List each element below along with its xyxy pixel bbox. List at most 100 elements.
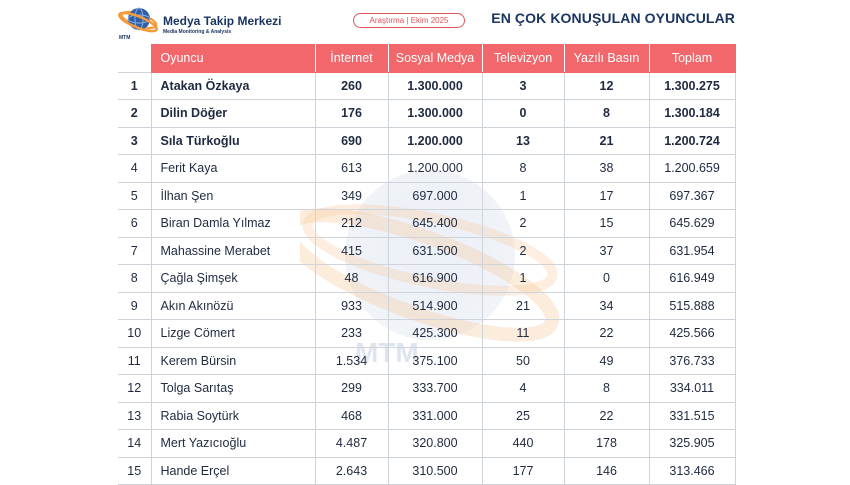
total-cell: 515.888 bbox=[648, 291, 736, 320]
print-press-cell: 8 bbox=[563, 374, 650, 403]
television-cell: 50 bbox=[481, 346, 565, 375]
print-press-cell: 34 bbox=[563, 291, 650, 320]
actor-name-cell: Dilin Döğer bbox=[150, 99, 316, 128]
table-row: 12 Tolga Sarıtaş 299 333.700 4 8 334.011 bbox=[118, 374, 736, 403]
print-press-cell: 21 bbox=[563, 126, 650, 155]
internet-cell: 933 bbox=[314, 291, 389, 320]
social-media-cell: 1.300.000 bbox=[387, 99, 483, 128]
rank-cell: 2 bbox=[118, 99, 152, 128]
television-cell: 0 bbox=[481, 99, 565, 128]
print-press-cell: 38 bbox=[563, 154, 650, 183]
column-header-television: Televizyon bbox=[481, 44, 565, 73]
internet-cell: 299 bbox=[314, 374, 389, 403]
actor-name-cell: İlhan Şen bbox=[150, 181, 316, 210]
rank-cell: 5 bbox=[118, 181, 152, 210]
rank-cell: 6 bbox=[118, 209, 152, 238]
total-cell: 1.300.184 bbox=[648, 99, 736, 128]
television-cell: 2 bbox=[481, 209, 565, 238]
page-title: EN ÇOK KONUŞULAN OYUNCULAR bbox=[491, 10, 735, 26]
print-press-cell: 8 bbox=[563, 99, 650, 128]
actor-name-cell: Mert Yazıcıoğlu bbox=[150, 429, 316, 458]
total-cell: 425.566 bbox=[648, 319, 736, 348]
social-media-cell: 645.400 bbox=[387, 209, 483, 238]
television-cell: 1 bbox=[481, 264, 565, 293]
print-press-cell: 37 bbox=[563, 236, 650, 265]
television-cell: 3 bbox=[481, 71, 565, 100]
print-press-cell: 146 bbox=[563, 456, 650, 485]
rank-cell: 14 bbox=[118, 429, 152, 458]
actor-name-cell: Kerem Bürsin bbox=[150, 346, 316, 375]
column-header-actor: Oyuncu bbox=[150, 44, 316, 73]
column-header-rank bbox=[118, 44, 151, 72]
table-row: 14 Mert Yazıcıoğlu 4.487 320.800 440 178 325.9… bbox=[118, 429, 736, 458]
actor-name-cell: Lizge Cömert bbox=[150, 319, 316, 348]
social-media-cell: 1.200.000 bbox=[387, 126, 483, 155]
internet-cell: 690 bbox=[314, 126, 389, 155]
total-cell: 1.200.659 bbox=[648, 154, 736, 183]
television-cell: 13 bbox=[481, 126, 565, 155]
rank-cell: 12 bbox=[118, 374, 152, 403]
table-row: 13 Rabia Soytürk 468 331.000 25 22 331.515 bbox=[118, 401, 736, 430]
total-cell: 616.949 bbox=[648, 264, 736, 293]
column-header-social-media: Sosyal Medya bbox=[387, 44, 483, 73]
internet-cell: 260 bbox=[314, 71, 389, 100]
television-cell: 21 bbox=[481, 291, 565, 320]
internet-cell: 613 bbox=[314, 154, 389, 183]
table-row: 6 Biran Damla Yılmaz 212 645.400 2 15 645.629 bbox=[118, 209, 736, 238]
rank-cell: 3 bbox=[118, 126, 152, 155]
internet-cell: 233 bbox=[314, 319, 389, 348]
actor-name-cell: Biran Damla Yılmaz bbox=[150, 209, 316, 238]
page-header: MTM Medya Takip Merkezi Media Monitoring… bbox=[117, 4, 737, 42]
table-header-row: Oyuncu İnternet Sosyal Medya Televizyon … bbox=[118, 44, 736, 73]
internet-cell: 349 bbox=[314, 181, 389, 210]
table-row: 3 Sıla Türkoğlu 690 1.200.000 13 21 1.200.724 bbox=[118, 126, 736, 155]
rank-cell: 11 bbox=[118, 346, 152, 375]
total-cell: 1.200.724 bbox=[648, 126, 736, 155]
total-cell: 325.905 bbox=[648, 429, 736, 458]
internet-cell: 212 bbox=[314, 209, 389, 238]
actor-name-cell: Atakan Özkaya bbox=[150, 71, 316, 100]
social-media-cell: 375.100 bbox=[387, 346, 483, 375]
rank-cell: 15 bbox=[118, 456, 152, 485]
actor-name-cell: Mahassine Merabet bbox=[150, 236, 316, 265]
rank-cell: 10 bbox=[118, 319, 152, 348]
social-media-cell: 616.900 bbox=[387, 264, 483, 293]
total-cell: 376.733 bbox=[648, 346, 736, 375]
table-row: 5 İlhan Şen 349 697.000 1 17 697.367 bbox=[118, 181, 736, 210]
table-row: 2 Dilin Döğer 176 1.300.000 0 8 1.300.184 bbox=[118, 99, 736, 128]
total-cell: 331.515 bbox=[648, 401, 736, 430]
brand-title: Medya Takip Merkezi bbox=[163, 14, 282, 28]
internet-cell: 1.534 bbox=[314, 346, 389, 375]
internet-cell: 2.643 bbox=[314, 456, 389, 485]
column-header-total: Toplam bbox=[648, 44, 736, 73]
actors-ranking-table: Oyuncu İnternet Sosyal Medya Televizyon … bbox=[118, 44, 736, 485]
actor-name-cell: Tolga Sarıtaş bbox=[150, 374, 316, 403]
social-media-cell: 1.200.000 bbox=[387, 154, 483, 183]
table-row: 1 Atakan Özkaya 260 1.300.000 3 12 1.300.275 bbox=[118, 71, 736, 100]
print-press-cell: 15 bbox=[563, 209, 650, 238]
brand-logo-icon: MTM bbox=[118, 7, 158, 40]
total-cell: 334.011 bbox=[648, 374, 736, 403]
social-media-cell: 514.900 bbox=[387, 291, 483, 320]
social-media-cell: 310.500 bbox=[387, 456, 483, 485]
print-press-cell: 178 bbox=[563, 429, 650, 458]
table-row: 7 Mahassine Merabet 415 631.500 2 37 631.954 bbox=[118, 236, 736, 265]
actor-name-cell: Çağla Şimşek bbox=[150, 264, 316, 293]
print-press-cell: 17 bbox=[563, 181, 650, 210]
total-cell: 313.466 bbox=[648, 456, 736, 485]
social-media-cell: 425.300 bbox=[387, 319, 483, 348]
column-header-print-press: Yazılı Basın bbox=[563, 44, 650, 73]
print-press-cell: 22 bbox=[563, 319, 650, 348]
actor-name-cell: Akın Akınözü bbox=[150, 291, 316, 320]
table-row: 11 Kerem Bürsin 1.534 375.100 50 49 376.733 bbox=[118, 346, 736, 375]
rank-cell: 9 bbox=[118, 291, 152, 320]
social-media-cell: 1.300.000 bbox=[387, 71, 483, 100]
actor-name-cell: Hande Erçel bbox=[150, 456, 316, 485]
total-cell: 1.300.275 bbox=[648, 71, 736, 100]
rank-cell: 4 bbox=[118, 154, 152, 183]
print-press-cell: 22 bbox=[563, 401, 650, 430]
rank-cell: 13 bbox=[118, 401, 152, 430]
social-media-cell: 333.700 bbox=[387, 374, 483, 403]
table-row: 8 Çağla Şimşek 48 616.900 1 0 616.949 bbox=[118, 264, 736, 293]
internet-cell: 415 bbox=[314, 236, 389, 265]
